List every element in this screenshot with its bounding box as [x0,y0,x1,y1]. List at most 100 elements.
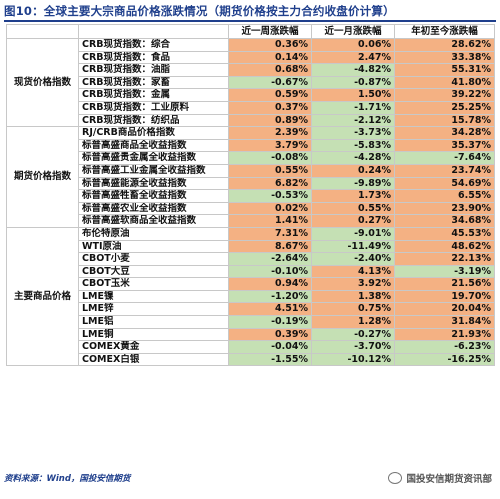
ytd-change-cell: 28.62% [394,38,495,52]
month-change-cell: -9.01% [311,226,395,241]
header-ytd: 年初至今涨跌幅 [394,24,495,39]
table-body: 现货价格指数 CRB现货指数：综合 0.36% 0.06% 28.62% CRB现货指数：… [6,37,495,367]
month-change-cell: -4.28% [311,151,395,165]
index-name: CBOT大豆 [78,264,229,279]
table-row: CRB现货指数：纺织品 0.89% -2.12% 15.78% [7,113,495,128]
table-row: 标普高盛能源全收益指数 6.82% -9.89% 54.69% [7,176,495,191]
index-name: 标普高盛农业全收益指数 [78,201,229,216]
week-change-cell: 0.89% [228,113,312,128]
week-change-cell: 0.36% [228,38,312,52]
source-note: 资料来源：Wind，国投安信期货 [4,474,131,484]
ytd-change-cell: 31.84% [394,315,495,329]
ytd-change-cell: 15.78% [394,113,495,128]
week-change-cell: -2.64% [228,252,312,266]
ytd-change-cell: 39.22% [394,88,495,102]
week-change-cell: 0.94% [228,277,312,291]
ytd-change-cell: 54.69% [394,176,495,191]
week-change-cell: -0.08% [228,151,312,165]
month-change-cell: 1.28% [311,315,395,329]
table-row: CRB现货指数：家畜 -0.67% -0.87% 41.80% [7,75,495,90]
month-change-cell: 2.47% [311,50,395,65]
ytd-change-cell: 19.70% [394,289,495,304]
ytd-change-cell: 23.90% [394,201,495,216]
index-name: CRB现货指数：综合 [78,38,229,52]
ytd-change-cell: 23.74% [394,163,495,178]
week-change-cell: 0.55% [228,163,312,178]
ytd-change-cell: 20.04% [394,302,495,317]
month-change-cell: -10.12% [311,352,395,367]
ytd-change-cell: 34.68% [394,214,495,228]
table-row: 标普高盛农业全收益指数 0.02% 0.55% 23.90% [7,201,495,216]
title-divider [4,20,496,22]
week-change-cell: 8.67% [228,239,312,254]
table-row: 现货价格指数 CRB现货指数：综合 0.36% 0.06% 28.62% [6,37,495,128]
ytd-change-cell: 25.25% [394,100,495,115]
month-change-cell: -11.49% [311,239,395,254]
index-name: COMEX白银 [78,352,229,367]
table-row: WTI原油 8.67% -11.49% 48.62% [7,239,495,254]
ytd-change-cell: -3.19% [394,264,495,279]
ytd-change-cell: 45.53% [394,226,495,241]
index-name: CRB现货指数：金属 [78,88,229,102]
ytd-change-cell: 6.55% [394,189,495,203]
month-change-cell: -9.89% [311,176,395,191]
week-change-cell: 0.37% [228,100,312,115]
month-change-cell: 0.75% [311,302,395,317]
week-change-cell: 0.02% [228,201,312,216]
week-change-cell: 0.39% [228,327,312,342]
month-change-cell: -2.40% [311,252,395,266]
header-row: 近一周涨跌幅 近一月涨跌幅 年初至今涨跌幅 [6,24,495,39]
ytd-change-cell: 21.56% [394,277,495,291]
index-name: RJ/CRB商品价格指数 [78,126,229,140]
week-change-cell: -0.04% [228,340,312,354]
week-change-cell: 0.14% [228,50,312,65]
table-row: 标普高盛牲畜全收益指数 -0.53% 1.73% 6.55% [7,189,495,203]
table-row: 标普高盛商品全收益指数 3.79% -5.83% 35.37% [7,138,495,153]
ytd-change-cell: 55.31% [394,63,495,77]
table-row: CBOT玉米 0.94% 3.92% 21.56% [7,277,495,291]
month-change-cell: -0.27% [311,327,395,342]
table-row: 主要商品价格 布伦特原油 7.31% -9.01% 45.53% [6,226,495,367]
group-label: 主要商品价格 [6,226,79,367]
group-label: 现货价格指数 [6,37,79,128]
month-change-cell: 4.13% [311,264,395,279]
month-change-cell: -4.82% [311,63,395,77]
week-change-cell: 0.68% [228,63,312,77]
index-name: WTI原油 [78,239,229,254]
week-change-cell: 4.51% [228,302,312,317]
month-change-cell: 1.38% [311,289,395,304]
table-row: COMEX黄金 -0.04% -3.70% -6.23% [7,340,495,354]
index-name: 标普高盛软商品全收益指数 [78,214,229,228]
table-row: COMEX白银 -1.55% -10.12% -16.25% [7,352,495,367]
header-month: 近一月涨跌幅 [311,24,395,39]
ytd-change-cell: -6.23% [394,340,495,354]
week-change-cell: 6.82% [228,176,312,191]
month-change-cell: 1.50% [311,88,395,102]
index-name: CRB现货指数：食品 [78,50,229,65]
month-change-cell: -3.70% [311,340,395,354]
month-change-cell: 0.24% [311,163,395,178]
ytd-change-cell: 33.38% [394,50,495,65]
table-row: CBOT大豆 -0.10% 4.13% -3.19% [7,264,495,279]
month-change-cell: 1.73% [311,189,395,203]
month-change-cell: 0.27% [311,214,395,228]
index-name: CRB现货指数：家畜 [78,75,229,90]
group-label: 期货价格指数 [6,126,79,228]
index-name: LME铝 [78,315,229,329]
index-name: 标普高盛牲畜全收益指数 [78,189,229,203]
table-row: CRB现货指数：食品 0.14% 2.47% 33.38% [7,50,495,65]
ytd-change-cell: 41.80% [394,75,495,90]
index-name: 标普高盛能源全收益指数 [78,176,229,191]
watermark-text: 国投安信期货资讯部 [406,474,492,485]
ytd-change-cell: 48.62% [394,239,495,254]
week-change-cell: -0.19% [228,315,312,329]
index-name: 标普高盛商品全收益指数 [78,138,229,153]
table-row: LME镍 -1.20% 1.38% 19.70% [7,289,495,304]
table-row: 标普高盛工业金属全收益指数 0.55% 0.24% 23.74% [7,163,495,178]
week-change-cell: -1.55% [228,352,312,367]
ytd-change-cell: -7.64% [394,151,495,165]
week-change-cell: -1.20% [228,289,312,304]
month-change-cell: -3.73% [311,126,395,140]
ytd-change-cell: 22.13% [394,252,495,266]
month-change-cell: -5.83% [311,138,395,153]
